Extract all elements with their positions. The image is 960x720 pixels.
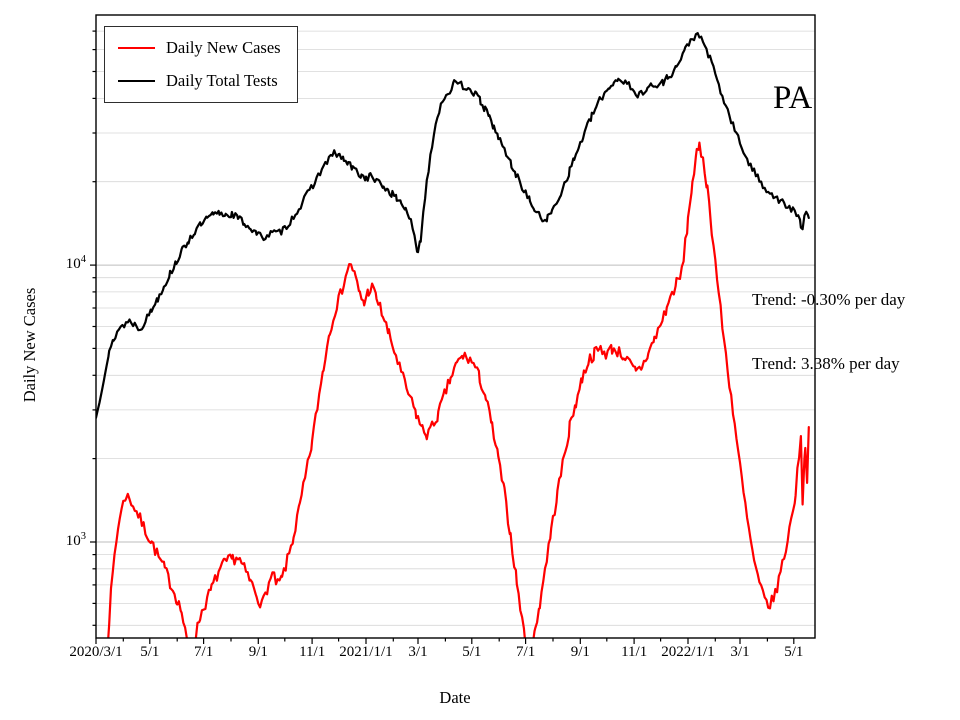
x-tick-label: 3/1 <box>730 644 750 660</box>
red-line-swatch <box>118 47 155 49</box>
x-tick-label: 7/1 <box>194 644 214 660</box>
grid-lines <box>96 30 815 626</box>
x-tick-label: 2020/3/1 <box>69 644 123 660</box>
axis-ticks <box>90 30 795 644</box>
x-tick-label: 5/1 <box>140 644 160 660</box>
legend: Daily New Cases Daily Total Tests <box>104 26 298 103</box>
x-tick-label: 11/1 <box>299 644 326 660</box>
y-tick-label: 104 <box>65 254 86 273</box>
trend-annotation-tests: Trend: -0.30% per day <box>752 290 906 309</box>
series-line-daily-total-tests <box>96 31 810 419</box>
x-tick-label: 5/1 <box>462 644 482 660</box>
trend-annotation-cases: Trend: 3.38% per day <box>752 354 900 373</box>
y-axis-label: Daily New Cases <box>20 287 39 403</box>
x-tick-label: 11/1 <box>621 644 648 660</box>
x-axis-label: Date <box>439 688 471 707</box>
x-tick-label: 2022/1/1 <box>661 644 715 660</box>
y-tick-label: 103 <box>65 530 86 549</box>
x-tick-label: 5/1 <box>784 644 804 660</box>
x-tick-label: 3/1 <box>408 644 428 660</box>
legend-label-daily-total-tests: Daily Total Tests <box>166 71 278 90</box>
region-label: PA <box>773 80 813 116</box>
black-line-swatch <box>118 80 155 82</box>
legend-item-daily-total-tests: Daily Total Tests <box>118 71 281 91</box>
x-tick-label: 7/1 <box>516 644 536 660</box>
x-tick-label: 2021/1/1 <box>339 644 393 660</box>
series-lines <box>96 31 810 638</box>
series-line-daily-new-cases <box>107 141 810 638</box>
legend-label-daily-new-cases: Daily New Cases <box>166 38 281 57</box>
legend-item-daily-new-cases: Daily New Cases <box>118 38 281 58</box>
x-tick-label: 9/1 <box>570 644 590 660</box>
x-tick-label: 9/1 <box>248 644 268 660</box>
